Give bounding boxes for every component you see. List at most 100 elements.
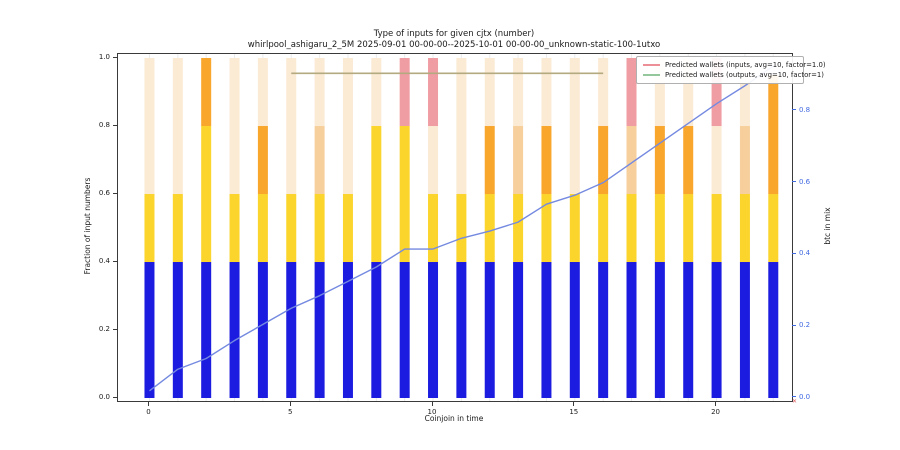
left-tick-mark — [113, 328, 117, 330]
right-tick-mark — [792, 181, 796, 183]
bar-segment-peach — [484, 58, 495, 127]
bar-segment-blue — [144, 262, 155, 399]
bar-segment-orange — [541, 126, 552, 195]
x-tick-mark — [715, 402, 717, 406]
left-tick-mark — [113, 260, 117, 262]
chart-subtitle: whirlpool_ashigaru_2_5M 2025-09-01 00-00… — [247, 40, 661, 50]
bar-segment-orange — [201, 58, 212, 127]
bar-segment-tan — [314, 126, 325, 195]
right-tick-mark — [792, 109, 796, 111]
x-tick-mark — [147, 402, 149, 406]
bar-segment-blue — [342, 262, 353, 399]
outlier-marker-icon: ✕ — [791, 398, 797, 405]
bar-segment-gold — [711, 194, 722, 263]
bar-segment-peach — [711, 126, 722, 195]
x-tick-label: 0 — [146, 408, 151, 416]
bar-segment-orange — [257, 126, 268, 195]
bar-segment-pink — [711, 58, 722, 127]
bar-segment-blue — [768, 262, 779, 399]
bar-segment-peach — [598, 58, 609, 127]
bar-segment-peach — [456, 58, 467, 195]
bar-segment-gold — [229, 194, 240, 263]
bar-segment-gold — [739, 194, 750, 263]
bar-segment-peach — [654, 58, 665, 127]
legend-entry: Predicted wallets (inputs, avg=10, facto… — [643, 60, 826, 70]
left-tick-mark — [113, 56, 117, 58]
legend-label: Predicted wallets (inputs, avg=10, facto… — [665, 61, 826, 69]
bar-segment-peach — [541, 58, 552, 127]
bar-segment-gold — [172, 194, 183, 263]
bar-segment-peach — [144, 58, 155, 195]
plot-area — [117, 53, 793, 402]
bar-segment-gold — [484, 194, 495, 263]
chart-canvas — [144, 54, 779, 401]
bar-segment-pink — [399, 58, 410, 127]
bar-segment-orange — [683, 126, 694, 195]
x-tick-label: 5 — [288, 408, 293, 416]
bar-segment-blue — [711, 262, 722, 399]
x-tick-label: 10 — [427, 408, 437, 416]
left-tick-label: 1.0 — [98, 53, 110, 61]
left-axis-label: Fraction of input numbers — [83, 177, 92, 275]
bar-segment-blue — [286, 262, 297, 399]
left-tick-mark — [113, 192, 117, 194]
bar-segment-gold — [768, 194, 779, 263]
x-tick-mark — [289, 402, 291, 406]
bar-segment-gold — [314, 194, 325, 263]
right-tick-mark — [792, 252, 796, 254]
bar-segment-gold — [428, 194, 439, 263]
bar-segment-peach — [683, 58, 694, 127]
bar-segment-blue — [541, 262, 552, 399]
bar-segment-gold — [371, 126, 382, 263]
bar-segment-blue — [314, 262, 325, 399]
x-tick-mark — [573, 402, 575, 406]
bar-segment-orange — [598, 126, 609, 195]
right-tick-mark — [792, 396, 796, 398]
bar-segment-blue — [257, 262, 268, 399]
legend: Predicted wallets (inputs, avg=10, facto… — [636, 56, 826, 84]
x-tick-mark — [431, 402, 433, 406]
bar-segment-blue — [598, 262, 609, 399]
bar-segment-peach — [428, 126, 439, 195]
bar-segment-orange — [484, 126, 495, 195]
bar-segment-orange — [654, 126, 665, 195]
x-tick-label: 20 — [711, 408, 721, 416]
right-tick-label: 0.6 — [799, 177, 811, 186]
bar-segment-blue — [569, 262, 580, 399]
bar-segment-blue — [428, 262, 439, 399]
bar-segment-blue — [739, 262, 750, 399]
btc-in-mix-line — [149, 65, 774, 392]
bar-segment-tan — [626, 126, 637, 195]
x-axis-label: Coinjoin in time — [424, 414, 484, 423]
left-tick-label: 0.6 — [98, 189, 110, 197]
bar-segment-gold — [513, 194, 524, 263]
bar-segment-blue — [229, 262, 240, 399]
x-tick-label: 15 — [569, 408, 579, 416]
legend-line-swatch — [643, 74, 660, 76]
legend-line-swatch — [643, 64, 660, 66]
right-tick-mark — [792, 324, 796, 326]
bar-segment-blue — [172, 262, 183, 399]
bar-segment-gold — [541, 194, 552, 263]
chart-title: Type of inputs for given cjtx (number) — [373, 29, 535, 39]
bar-segment-blue — [513, 262, 524, 399]
bar-segment-peach — [314, 58, 325, 127]
bar-segment-gold — [257, 194, 268, 263]
left-tick-mark — [113, 396, 117, 398]
bar-segment-peach — [257, 58, 268, 127]
bar-segment-peach — [286, 58, 297, 195]
bar-segment-peach — [513, 58, 524, 127]
bar-segment-peach — [229, 58, 240, 195]
bar-segment-orange — [768, 75, 779, 195]
right-tick-label: 0.0 — [799, 392, 811, 401]
bar-segment-gold — [598, 194, 609, 263]
bar-segment-peach — [739, 58, 750, 127]
bar-segment-peach — [172, 58, 183, 195]
bar-segment-blue — [654, 262, 665, 399]
bar-segment-tan — [739, 126, 750, 195]
bar-segment-blue — [626, 262, 637, 399]
bar-segment-blue — [201, 262, 212, 399]
bar-segment-gold — [399, 126, 410, 263]
bar-segment-gold — [456, 194, 467, 263]
